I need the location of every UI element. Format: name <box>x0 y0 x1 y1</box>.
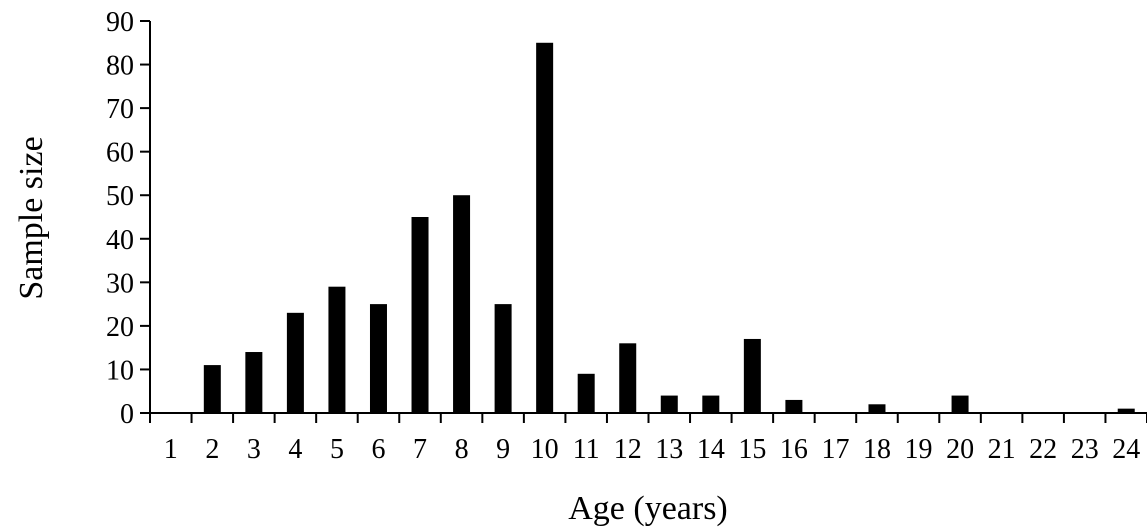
x-axis-ticks: 1 2 3 4 5 6 7 8 9 10 11 12 13 14 15 16 17 18 19 20 21 22 23 24 <box>149 413 1147 465</box>
x-tick-label: 10 <box>531 434 559 465</box>
y-tick-label: 60 <box>106 138 134 169</box>
y-axis-ticks: 0 10 20 30 40 50 60 70 80 90 <box>106 7 150 430</box>
x-tick-label: 15 <box>738 434 766 465</box>
bar-age-8 <box>453 195 471 413</box>
bar-age-2 <box>203 365 221 413</box>
x-tick-label: 20 <box>946 434 974 465</box>
bars <box>203 42 1135 414</box>
x-tick-label: 17 <box>821 434 849 465</box>
x-tick-label: 9 <box>496 434 510 465</box>
y-tick-label: 50 <box>106 181 134 212</box>
bar-age-3 <box>245 352 263 413</box>
x-tick-label: 18 <box>863 434 891 465</box>
x-tick-label: 19 <box>905 434 933 465</box>
y-tick-label: 40 <box>106 225 134 256</box>
x-tick-label: 8 <box>455 434 469 465</box>
x-tick-label: 6 <box>371 434 385 465</box>
x-tick-label: 13 <box>655 434 683 465</box>
bar-age-9 <box>494 304 512 413</box>
bar-age-20 <box>951 395 969 413</box>
x-tick-label: 2 <box>205 434 219 465</box>
x-axis-label: Age (years) <box>568 490 728 527</box>
bar-age-24 <box>1117 408 1135 413</box>
bar-age-12 <box>619 343 637 413</box>
y-axis-label: Sample size <box>13 136 50 299</box>
x-tick-label: 21 <box>988 434 1016 465</box>
x-tick-label: 7 <box>413 434 427 465</box>
y-tick-label: 10 <box>106 355 134 386</box>
x-tick-label: 23 <box>1071 434 1099 465</box>
bar-age-6 <box>369 304 387 413</box>
y-tick-label: 80 <box>106 51 134 82</box>
x-tick-label: 4 <box>288 434 302 465</box>
x-tick-label: 3 <box>247 434 261 465</box>
y-tick-label: 30 <box>106 268 134 299</box>
x-tick-label: 1 <box>164 434 178 465</box>
bar-age-16 <box>785 399 803 413</box>
x-tick-label: 22 <box>1029 434 1057 465</box>
x-tick-label: 24 <box>1112 434 1140 465</box>
x-tick-label: 11 <box>573 434 600 465</box>
x-tick-label: 12 <box>614 434 642 465</box>
bar-age-10 <box>536 42 554 414</box>
y-tick-label: 20 <box>106 312 134 343</box>
bar-age-11 <box>577 373 595 413</box>
bar-age-14 <box>702 395 720 413</box>
x-tick-label: 16 <box>780 434 808 465</box>
bar-age-5 <box>328 286 346 413</box>
y-tick-label: 70 <box>106 94 134 125</box>
bar-age-7 <box>411 217 429 413</box>
y-tick-label: 90 <box>106 7 134 38</box>
bar-age-15 <box>743 338 761 413</box>
bar-age-18 <box>868 404 886 413</box>
bar-age-4 <box>286 312 304 413</box>
x-tick-label: 14 <box>697 434 725 465</box>
bar-age-13 <box>660 395 678 413</box>
y-tick-label: 0 <box>120 399 134 430</box>
x-tick-label: 5 <box>330 434 344 465</box>
